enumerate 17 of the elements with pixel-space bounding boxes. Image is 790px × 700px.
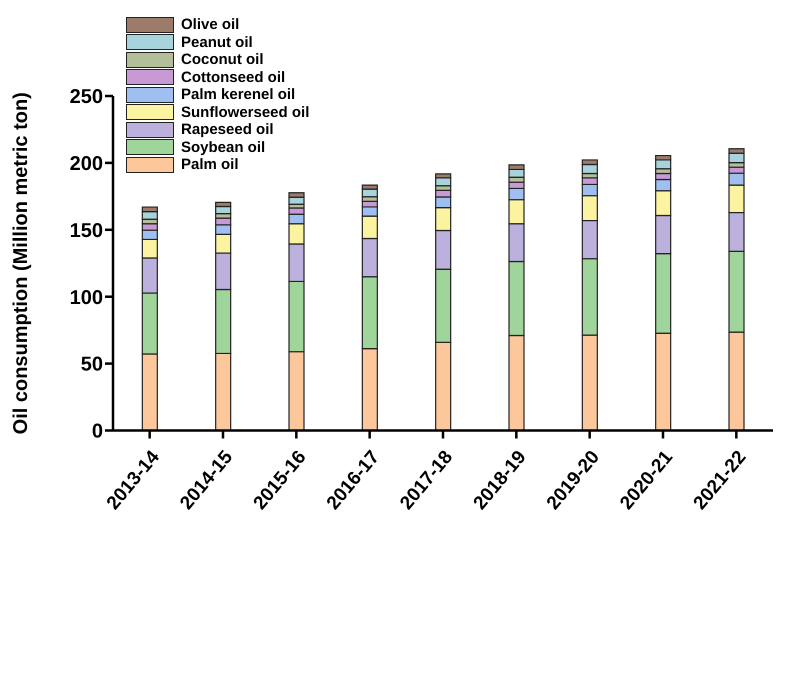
y-tick-label: 200	[70, 153, 103, 175]
y-tick-label: 150	[70, 220, 103, 242]
legend-label: Coconut oil	[181, 51, 264, 68]
legend-label: Sunflowerseed oil	[181, 104, 310, 121]
legend-label: Peanut oil	[181, 34, 253, 51]
legend-label: Rapeseed oil	[181, 121, 274, 138]
y-axis-title: Oil consumption (Million metric ton)	[10, 92, 32, 434]
legend-label: Cottonseed oil	[181, 68, 286, 86]
y-tick-label: 0	[92, 420, 103, 443]
legend-label: Olive oil	[181, 16, 240, 34]
legend-label: Soybean oil	[181, 138, 266, 156]
y-tick-label: 50	[80, 354, 103, 376]
legend-label: Palm kerenel oil	[181, 86, 296, 104]
bar	[582, 164, 598, 174]
y-tick-label: 250	[70, 86, 103, 108]
legend-label: Palm oil	[181, 156, 239, 174]
y-tick-label: 100	[70, 286, 103, 309]
